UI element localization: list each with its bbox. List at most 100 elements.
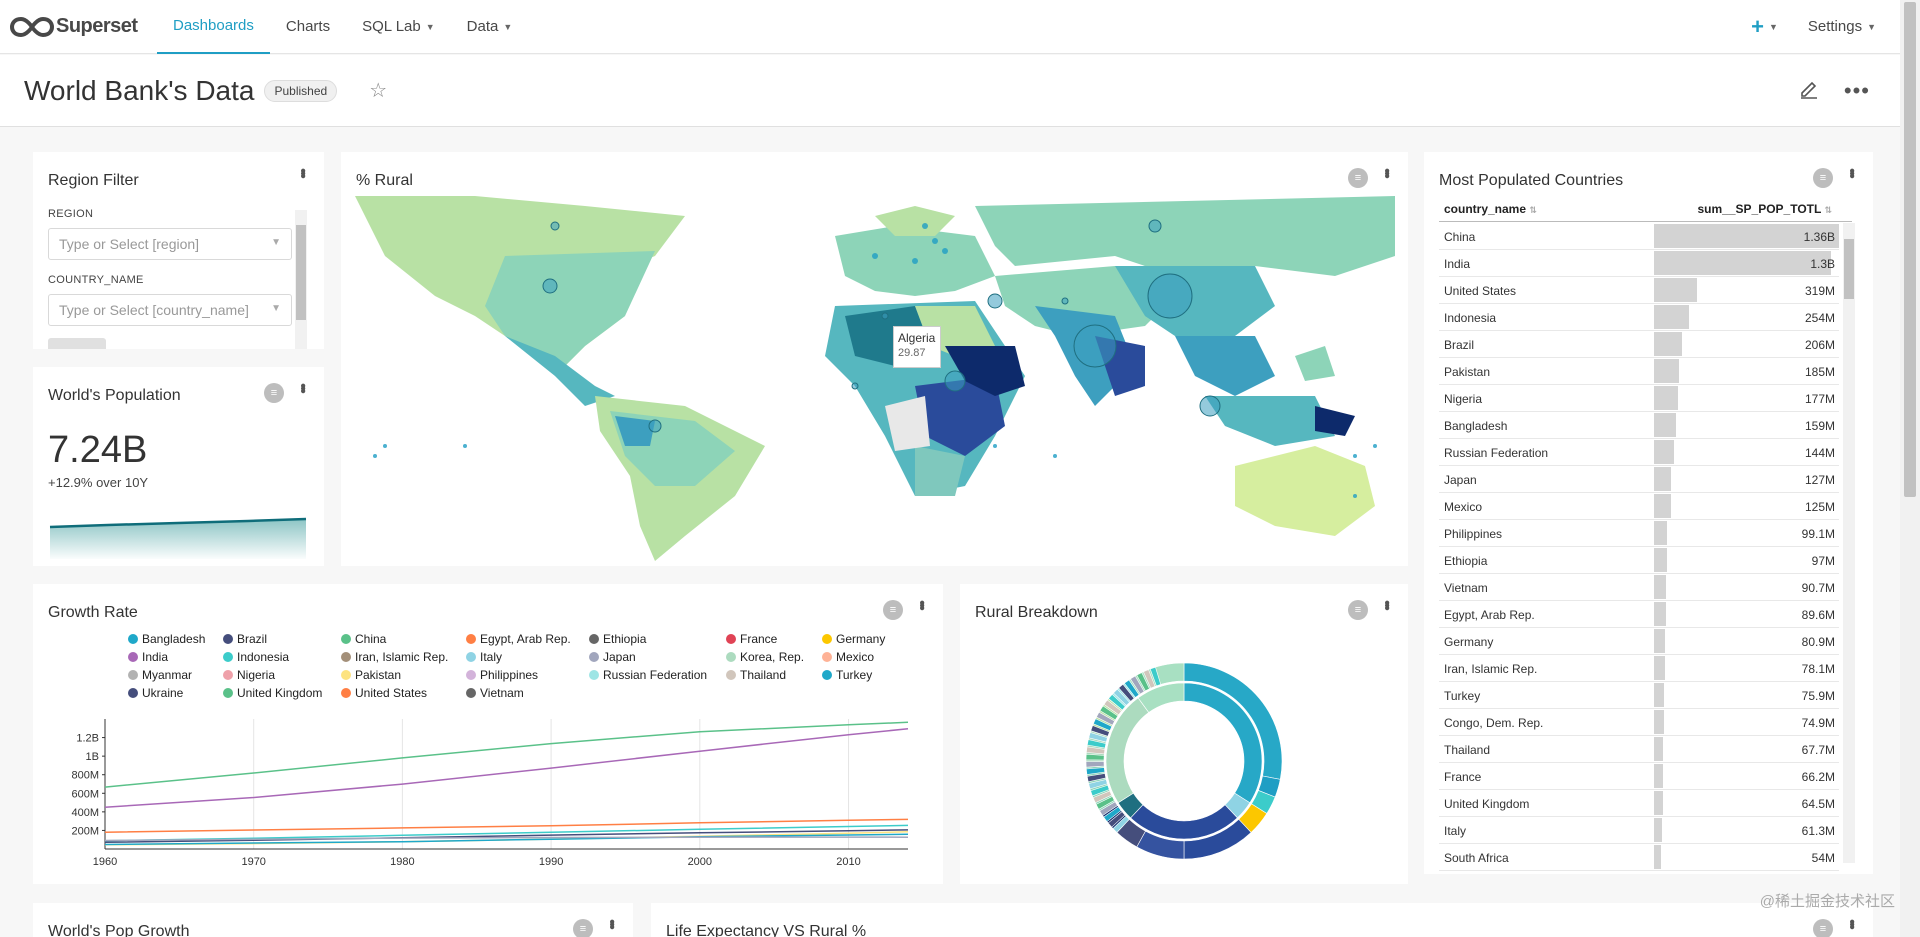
published-badge[interactable]: Published xyxy=(264,79,338,102)
filter-icon[interactable]: ≡ xyxy=(264,383,284,403)
sunburst-segment[interactable] xyxy=(1086,767,1106,775)
table-row[interactable]: United Kingdom 64.5M xyxy=(1439,790,1839,817)
table-row[interactable]: Congo, Dem. Rep. 74.9M xyxy=(1439,709,1839,736)
table-row[interactable]: Philippines 99.1M xyxy=(1439,520,1839,547)
legend-item[interactable]: Vietnam xyxy=(466,686,589,700)
table-row[interactable]: United States 319M xyxy=(1439,277,1839,304)
table-row[interactable]: Pakistan 185M xyxy=(1439,358,1839,385)
dashboard-title[interactable]: World Bank's Data xyxy=(24,74,255,106)
table-row[interactable]: South Africa 54M xyxy=(1439,844,1839,871)
table-row[interactable]: Germany 80.9M xyxy=(1439,628,1839,655)
nav-dashboards[interactable]: Dashboards xyxy=(157,0,270,54)
table-row[interactable]: Indonesia 254M xyxy=(1439,304,1839,331)
legend-item[interactable]: Bangladesh xyxy=(128,632,223,646)
country-name-select[interactable]: Type or Select [country_name] ▼ xyxy=(48,294,292,326)
table-row[interactable]: Egypt, Arab Rep. 89.6M xyxy=(1439,601,1839,628)
series-line[interactable] xyxy=(104,721,909,788)
sunburst-segment[interactable] xyxy=(1130,675,1145,695)
sunburst-segment[interactable] xyxy=(1112,815,1130,833)
legend-item[interactable]: Pakistan xyxy=(341,668,466,682)
region-select[interactable]: Type or Select [region] ▼ xyxy=(48,228,292,260)
filter-icon[interactable]: ≡ xyxy=(1813,168,1833,188)
table-row[interactable]: Iran, Islamic Rep. 78.1M xyxy=(1439,655,1839,682)
sunburst-segment[interactable] xyxy=(1088,732,1108,743)
table-row[interactable]: Bangladesh 159M xyxy=(1439,412,1839,439)
sunburst-segment[interactable] xyxy=(1085,761,1105,768)
table-row[interactable]: Thailand 67.7M xyxy=(1439,736,1839,763)
series-line[interactable] xyxy=(104,824,909,842)
table-row[interactable]: Brazil 206M xyxy=(1439,331,1839,358)
settings-menu[interactable]: Settings ▼ xyxy=(1804,0,1880,54)
sunburst-segment[interactable] xyxy=(1137,682,1185,713)
column-header-country[interactable]: country_name ⇅ xyxy=(1444,202,1537,216)
legend-item[interactable]: Russian Federation xyxy=(589,668,726,682)
sunburst-segment[interactable] xyxy=(1092,718,1113,732)
table-row[interactable]: India 1.3B xyxy=(1439,250,1839,277)
favorite-star-icon[interactable]: ☆ xyxy=(369,80,388,102)
sunburst-segment[interactable] xyxy=(1085,753,1105,761)
table-scrollbar-thumb[interactable] xyxy=(1844,239,1854,299)
series-line[interactable] xyxy=(104,836,909,842)
legend-item[interactable]: Indonesia xyxy=(223,650,341,664)
sunburst-segment[interactable] xyxy=(1086,773,1107,783)
filter-icon[interactable]: ≡ xyxy=(1348,600,1368,620)
card-menu-icon[interactable]: ••• xyxy=(294,168,311,176)
sunburst-segment[interactable] xyxy=(1149,666,1162,687)
column-header-population[interactable]: sum__SP_POP_TOTL ⇅ xyxy=(1698,202,1833,216)
growth-rate-line-chart[interactable]: 1960 1970 1980 1990 2000 2010 200M 400M 600M 800M… xyxy=(33,714,943,879)
sunburst-segment[interactable] xyxy=(1136,672,1150,692)
legend-item[interactable]: Nigeria xyxy=(223,668,341,682)
legend-item[interactable]: Myanmar xyxy=(128,668,223,682)
card-menu-icon[interactable]: ••• xyxy=(913,600,930,608)
sunburst-segment[interactable] xyxy=(1086,746,1106,755)
page-scrollbar-thumb[interactable] xyxy=(1904,2,1916,497)
legend-item[interactable]: India xyxy=(128,650,223,664)
sunburst-segment[interactable] xyxy=(1107,811,1126,828)
series-line[interactable] xyxy=(104,728,909,808)
edit-pencil-icon[interactable] xyxy=(1798,77,1820,105)
sunburst-segment[interactable] xyxy=(1095,796,1115,810)
legend-item[interactable]: France xyxy=(726,632,822,646)
sunburst-segment[interactable] xyxy=(1090,784,1110,797)
sunburst-segment[interactable] xyxy=(1088,779,1108,790)
filter-icon[interactable]: ≡ xyxy=(573,919,593,937)
table-row[interactable]: Nigeria 177M xyxy=(1439,385,1839,412)
filter-scrollbar[interactable] xyxy=(295,210,307,349)
table-row[interactable]: France 66.2M xyxy=(1439,763,1839,790)
filter-icon[interactable]: ≡ xyxy=(883,600,903,620)
legend-item[interactable]: Iran, Islamic Rep. xyxy=(341,650,466,664)
legend-item[interactable]: United Kingdom xyxy=(223,686,341,700)
sunburst-segment[interactable] xyxy=(1108,693,1126,711)
apply-button[interactable] xyxy=(48,338,106,349)
card-menu-icon[interactable]: ••• xyxy=(603,919,620,927)
table-row[interactable]: Russian Federation 144M xyxy=(1439,439,1839,466)
table-row[interactable]: Mexico 125M xyxy=(1439,493,1839,520)
series-line[interactable] xyxy=(104,829,909,844)
legend-item[interactable]: Ethiopia xyxy=(589,632,726,646)
legend-item[interactable]: Korea, Rep. xyxy=(726,650,822,664)
table-row[interactable]: Turkey 75.9M xyxy=(1439,682,1839,709)
sunburst-segment[interactable] xyxy=(1124,679,1140,698)
legend-item[interactable]: Japan xyxy=(589,650,726,664)
sunburst-segment[interactable] xyxy=(1103,806,1122,822)
legend-item[interactable]: Thailand xyxy=(726,668,822,682)
series-line[interactable] xyxy=(104,818,909,833)
legend-item[interactable]: Egypt, Arab Rep. xyxy=(466,632,589,646)
series-line[interactable] xyxy=(104,833,909,846)
table-row[interactable]: Italy 61.3M xyxy=(1439,817,1839,844)
table-scrollbar[interactable] xyxy=(1843,223,1855,863)
sunburst-segment[interactable] xyxy=(1118,683,1135,702)
more-options-icon[interactable]: ••• xyxy=(1843,77,1870,103)
sunburst-segment[interactable] xyxy=(1103,699,1122,716)
sunburst-segment[interactable] xyxy=(1090,725,1110,737)
table-row[interactable]: Vietnam 90.7M xyxy=(1439,574,1839,601)
card-menu-icon[interactable]: ••• xyxy=(1378,168,1395,176)
card-menu-icon[interactable]: ••• xyxy=(1378,600,1395,608)
legend-item[interactable]: China xyxy=(341,632,466,646)
page-scrollbar[interactable] xyxy=(1900,0,1920,937)
filter-scrollbar-thumb[interactable] xyxy=(296,225,306,320)
legend-item[interactable]: United States xyxy=(341,686,466,700)
new-menu[interactable]: + ▼ xyxy=(1735,0,1794,54)
legend-item[interactable]: Ukraine xyxy=(128,686,223,700)
sunburst-segment[interactable] xyxy=(1099,705,1119,721)
